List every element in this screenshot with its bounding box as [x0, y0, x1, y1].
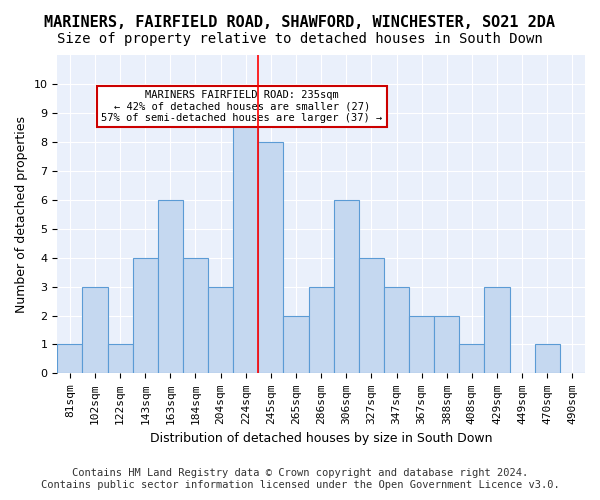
- Bar: [233, 113, 259, 374]
- Y-axis label: Number of detached properties: Number of detached properties: [15, 116, 28, 312]
- X-axis label: Distribution of detached houses by size in South Down: Distribution of detached houses by size …: [150, 432, 493, 445]
- Bar: [535, 344, 560, 374]
- Bar: [133, 258, 158, 374]
- Bar: [384, 286, 409, 374]
- Bar: [434, 316, 460, 374]
- Text: Contains HM Land Registry data © Crown copyright and database right 2024.
Contai: Contains HM Land Registry data © Crown c…: [41, 468, 559, 490]
- Text: Size of property relative to detached houses in South Down: Size of property relative to detached ho…: [57, 32, 543, 46]
- Bar: [283, 316, 308, 374]
- Bar: [409, 316, 434, 374]
- Bar: [183, 258, 208, 374]
- Bar: [359, 258, 384, 374]
- Bar: [107, 344, 133, 374]
- Bar: [208, 286, 233, 374]
- Bar: [484, 286, 509, 374]
- Text: MARINERS FAIRFIELD ROAD: 235sqm
← 42% of detached houses are smaller (27)
57% of: MARINERS FAIRFIELD ROAD: 235sqm ← 42% of…: [101, 90, 383, 123]
- Bar: [158, 200, 183, 374]
- Bar: [308, 286, 334, 374]
- Bar: [460, 344, 484, 374]
- Bar: [82, 286, 107, 374]
- Bar: [57, 344, 82, 374]
- Bar: [259, 142, 283, 374]
- Text: MARINERS, FAIRFIELD ROAD, SHAWFORD, WINCHESTER, SO21 2DA: MARINERS, FAIRFIELD ROAD, SHAWFORD, WINC…: [44, 15, 556, 30]
- Bar: [334, 200, 359, 374]
